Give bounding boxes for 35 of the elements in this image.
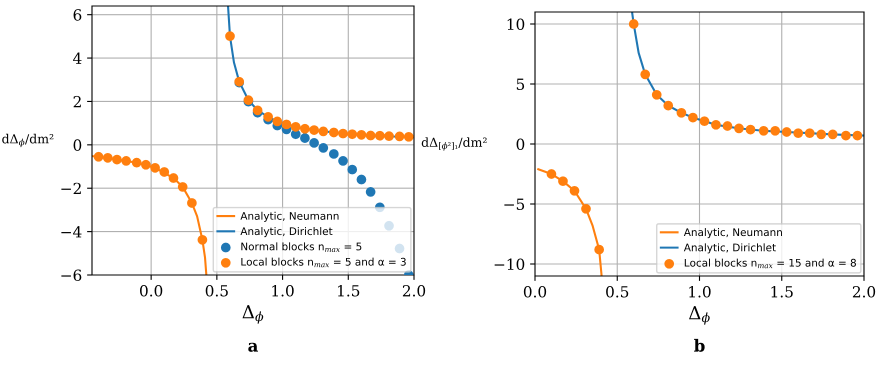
x-tick-label: 0.0 [140,284,162,297]
x-tick-label: 1.5 [771,286,793,298]
legend-label: Local blocks n$_{max}$ = 5 and α = 3 [241,258,406,268]
y-tick-label: −2 [61,182,81,194]
x-tick-label: 2.0 [402,284,426,297]
y-axis-title: dΔ$_{[ϕ²]₁}$/dm² [422,137,487,151]
legend-label: Analytic, Neumann [684,228,782,238]
x-axis-title: Δ$_{ϕ}$ [688,306,710,325]
y-tick-label: 5 [516,78,524,90]
x-tick-label: 0.5 [606,286,628,298]
y-tick-label: −5 [504,198,524,210]
x-tick-label: 2.0 [852,286,876,298]
legend-label: Analytic, Neumann [240,212,339,222]
legend-label: Local blocks n$_{max}$ = 15 and α = 8 [684,258,856,268]
y-tick-label: 2 [74,96,81,108]
legend-label: Normal blocks n$_{max}$ = 5 [241,242,362,252]
x-tick-label: 0.0 [524,286,546,298]
y-tick-label: −10 [494,258,524,270]
y-tick-label: 0 [74,139,82,151]
x-tick-label: 1.5 [338,284,360,297]
text: b [694,338,705,352]
x-axis-title: Δ$_{ϕ}$ [242,305,264,324]
y-axis-title: dΔ$_{ϕ}$/dm² [2,134,54,148]
x-tick-label: 1.0 [689,286,711,298]
y-tick-label: 4 [73,52,82,64]
y-tick-label: −4 [61,226,82,238]
x-tick-label: 1.0 [272,284,294,297]
y-tick-label: −6 [61,269,82,282]
y-tick-label: 6 [74,9,82,21]
y-tick-label: 0 [516,138,524,150]
legend-label: Analytic, Dirichlet [684,243,776,254]
x-tick-label: 0.5 [206,284,228,297]
text: a [248,342,258,352]
legend-label: Analytic, Dirichlet [240,227,332,238]
y-tick-label: 10 [508,18,524,30]
